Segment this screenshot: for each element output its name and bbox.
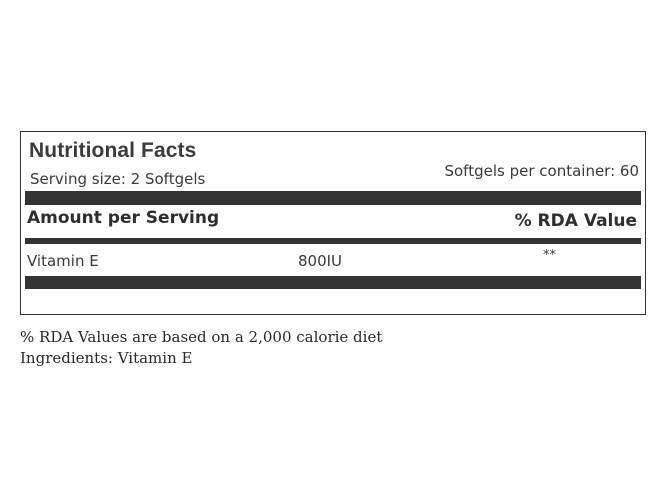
nutrient-rda: ** bbox=[543, 248, 556, 263]
nutrition-facts-panel: Nutritional Facts Serving size: 2 Softge… bbox=[20, 131, 646, 315]
amount-per-serving-header: Amount per Serving bbox=[27, 208, 220, 228]
rda-footnote: % RDA Values are based on a 2,000 calori… bbox=[20, 328, 383, 346]
divider-bar-thick bbox=[25, 191, 641, 205]
ingredients-line: Ingredients: Vitamin E bbox=[20, 349, 193, 367]
serving-size: Serving size: 2 Softgels bbox=[30, 170, 206, 188]
nutrient-name: Vitamin E bbox=[27, 252, 99, 270]
rda-value-header: % RDA Value bbox=[514, 211, 637, 231]
servings-per-container: Softgels per container: 60 bbox=[444, 162, 639, 180]
nutrient-amount: 800IU bbox=[298, 252, 343, 270]
divider-bar-thin bbox=[25, 238, 641, 244]
divider-bar-bottom bbox=[25, 276, 641, 289]
nutrition-title: Nutritional Facts bbox=[29, 139, 197, 162]
